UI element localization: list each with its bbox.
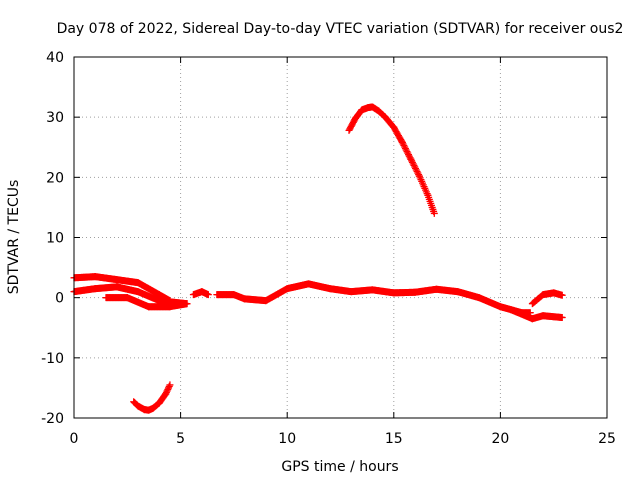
x-tick-label: 0 (70, 431, 79, 447)
data-point (413, 168, 421, 176)
chart-title: Day 078 of 2022, Sidereal Day-to-day VTE… (57, 21, 624, 37)
data-point (399, 140, 407, 148)
series-late-upper (528, 289, 566, 308)
series-trough-arc (130, 381, 174, 414)
data-point (401, 145, 409, 153)
y-tick-label: -10 (41, 351, 64, 367)
data-point (165, 382, 173, 390)
y-axis-label: SDTVAR / TECUs (6, 180, 22, 295)
data-point (412, 164, 420, 172)
y-tick-label: 20 (46, 170, 64, 186)
data-point (403, 148, 411, 156)
x-axis-label: GPS time / hours (281, 459, 398, 475)
data-point (404, 149, 412, 157)
series-cluster-6h (189, 288, 212, 299)
data-point (400, 142, 408, 149)
series-band-lower (102, 294, 191, 311)
data-point (166, 381, 174, 389)
data-point (558, 291, 566, 299)
data-point (558, 314, 566, 322)
data-point (398, 138, 406, 146)
y-tick-label: 40 (46, 50, 64, 66)
data-point (204, 291, 212, 299)
axis-ticks (73, 56, 608, 419)
data-point (408, 158, 416, 166)
data-point (165, 384, 173, 392)
y-tick-label: 10 (46, 231, 64, 247)
data-point (402, 146, 410, 154)
data-point (410, 161, 418, 169)
data-series (70, 103, 566, 414)
x-tick-label: 25 (598, 431, 616, 447)
data-point (162, 390, 170, 398)
data-point (162, 388, 170, 396)
x-tick-label: 5 (176, 431, 185, 447)
x-tick-label: 10 (278, 431, 296, 447)
data-point (406, 154, 414, 162)
series-peak-arc (345, 103, 438, 217)
data-point (163, 387, 171, 395)
y-tick-label: -20 (41, 411, 64, 427)
y-tick-labels: -20 -10 0 10 20 30 40 (41, 50, 64, 427)
series-late-lower (507, 306, 566, 323)
data-point (411, 163, 419, 171)
data-point (407, 155, 415, 163)
data-point (401, 143, 409, 151)
series-band-middle (70, 283, 191, 308)
data-point (409, 160, 417, 168)
data-point (405, 152, 413, 160)
x-tick-label: 20 (491, 431, 509, 447)
data-point (183, 300, 191, 308)
data-point (405, 151, 413, 159)
grid-lines (74, 57, 607, 418)
x-tick-label: 15 (385, 431, 403, 447)
data-point (414, 169, 422, 177)
y-tick-label: 30 (46, 110, 64, 126)
series-main-trace (213, 280, 534, 317)
data-point (415, 171, 423, 179)
y-tick-label: 0 (55, 291, 64, 307)
x-tick-labels: 0 5 10 15 20 25 (70, 431, 616, 447)
data-point (164, 385, 172, 393)
data-point (412, 166, 420, 174)
data-point (430, 209, 438, 217)
data-point (408, 157, 416, 165)
